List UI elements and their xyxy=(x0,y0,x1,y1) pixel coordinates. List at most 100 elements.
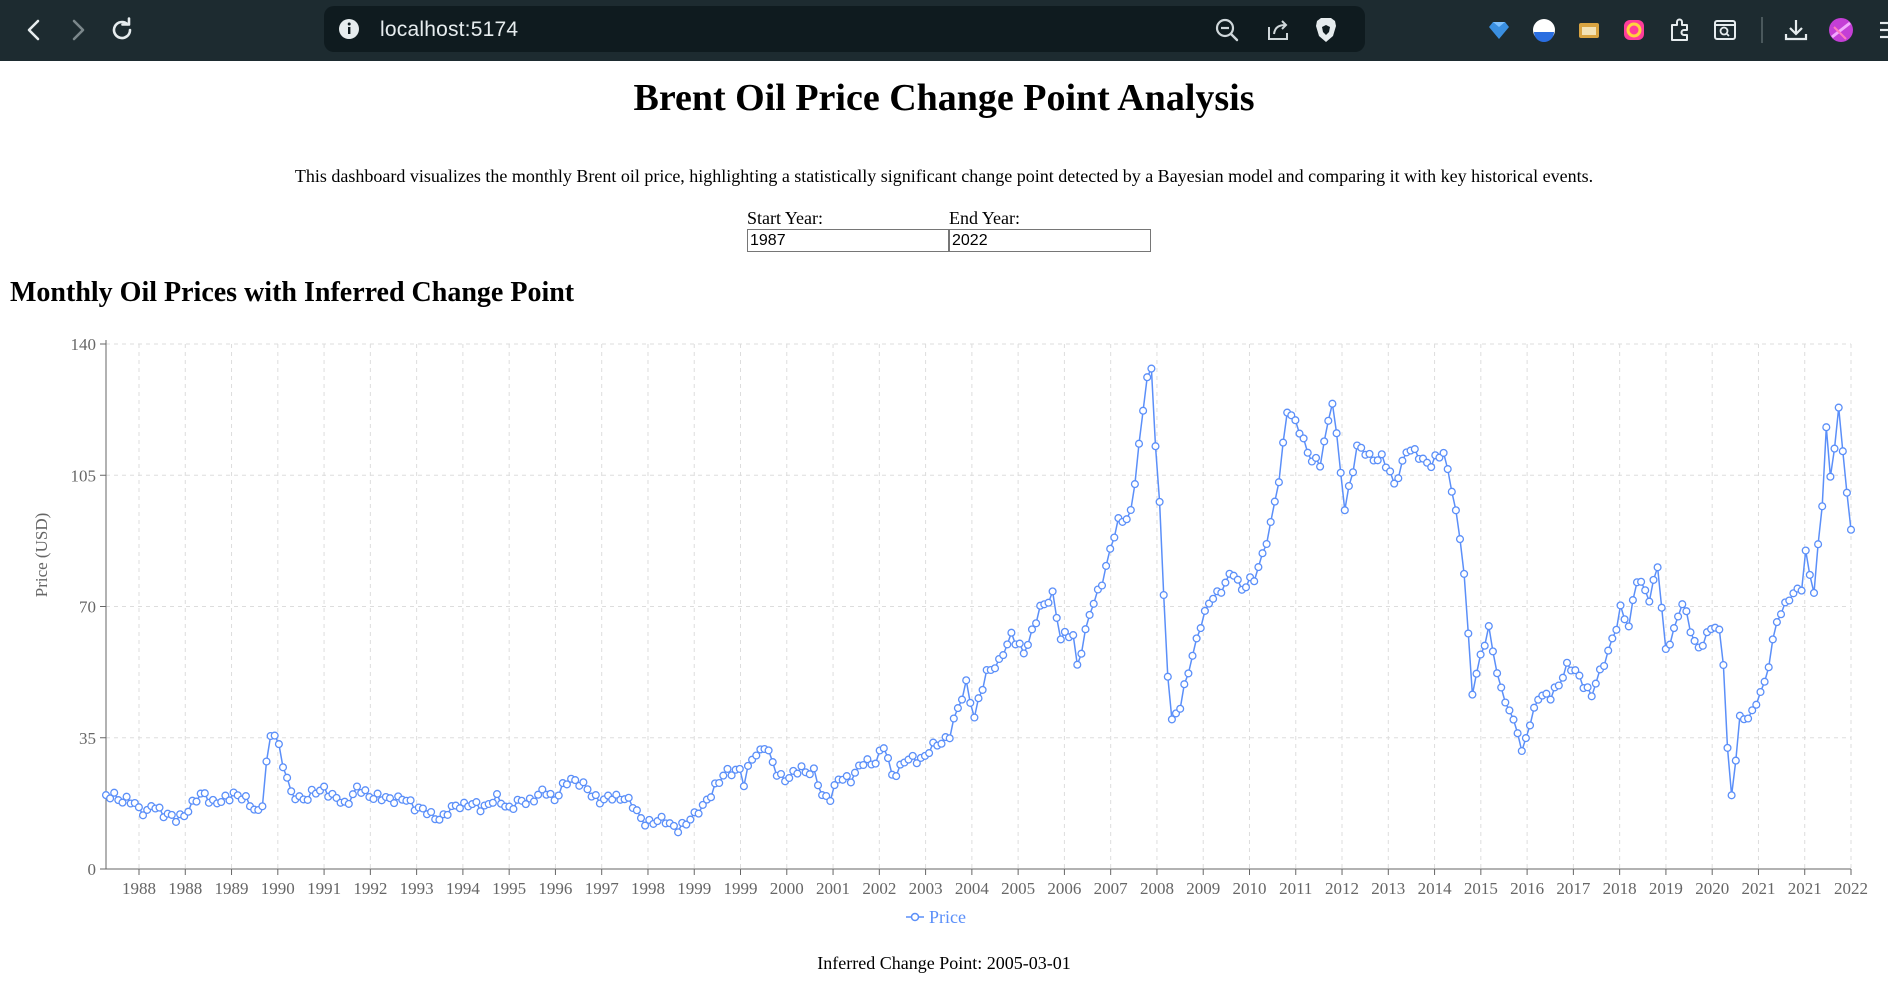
price-point xyxy=(270,731,279,740)
price-point xyxy=(1386,467,1395,476)
x-tick-label: 2002 xyxy=(862,879,896,898)
price-point xyxy=(1814,540,1823,549)
price-point xyxy=(1665,640,1674,649)
price-point xyxy=(698,800,707,809)
price-point xyxy=(1525,721,1535,730)
price-point xyxy=(1830,444,1839,453)
start-year-input[interactable] xyxy=(747,229,949,252)
y-tick-label: 105 xyxy=(71,466,97,485)
end-year-input[interactable] xyxy=(949,229,1151,252)
price-point xyxy=(1562,658,1572,667)
price-point xyxy=(846,778,855,787)
x-tick-label: 2012 xyxy=(1325,879,1359,898)
price-point xyxy=(320,782,329,791)
price-point xyxy=(155,803,164,812)
price-point xyxy=(1209,594,1218,603)
share-icon xyxy=(1268,20,1288,40)
extensions-button[interactable] xyxy=(1666,16,1694,44)
price-point xyxy=(1274,478,1283,487)
price-point xyxy=(435,815,444,824)
price-point xyxy=(1698,641,1707,650)
y-axis-label: Price (USD) xyxy=(32,513,51,598)
price-point xyxy=(1542,689,1551,698)
back-icon xyxy=(27,19,40,41)
price-point xyxy=(1797,586,1806,595)
end-year-group: End Year: xyxy=(949,208,1151,252)
price-point xyxy=(945,734,954,743)
price-point xyxy=(949,714,958,723)
price-point xyxy=(455,804,464,813)
price-point xyxy=(369,794,378,804)
price-point xyxy=(1073,660,1082,669)
price-point xyxy=(1768,635,1777,644)
price-point xyxy=(1484,622,1493,631)
extension-gem[interactable] xyxy=(1485,16,1513,44)
price-point xyxy=(1501,698,1510,707)
price-point xyxy=(686,815,695,824)
url-text[interactable]: localhost:5174 xyxy=(380,18,519,41)
price-point xyxy=(1600,661,1609,671)
price-point xyxy=(826,796,835,806)
price-point xyxy=(1513,729,1522,738)
price-point xyxy=(1731,756,1740,765)
menu-button[interactable] xyxy=(1872,16,1888,44)
price-point xyxy=(1628,596,1637,605)
share-button[interactable] xyxy=(1265,17,1291,43)
price-point xyxy=(1785,596,1794,605)
price-point xyxy=(1809,588,1819,597)
legend-label: Price xyxy=(929,907,966,927)
price-point xyxy=(1715,625,1724,634)
x-tick-label: 2011 xyxy=(1279,879,1312,898)
x-tick-label: 2003 xyxy=(909,879,943,898)
price-point xyxy=(1558,673,1567,682)
extension-ring[interactable] xyxy=(1620,16,1648,44)
x-tick-label: 1999 xyxy=(724,879,758,898)
address-bar[interactable]: localhost:5174 xyxy=(324,6,1365,52)
profile-button[interactable] xyxy=(1827,16,1855,44)
extension-circle[interactable] xyxy=(1530,16,1558,44)
price-point xyxy=(1468,690,1477,699)
price-point xyxy=(167,810,176,819)
extension-ring-icon xyxy=(1624,20,1644,40)
x-tick-label: 2010 xyxy=(1232,879,1266,898)
price-point xyxy=(1019,649,1028,658)
price-point xyxy=(1217,588,1226,597)
site-info-button[interactable] xyxy=(338,18,360,40)
zoom-button[interactable] xyxy=(1214,17,1240,43)
price-point xyxy=(1723,743,1732,752)
price-point xyxy=(859,760,868,770)
forward-button[interactable] xyxy=(60,12,96,48)
price-point xyxy=(1818,502,1827,511)
extensions-puzzle-icon xyxy=(1671,18,1688,41)
price-point xyxy=(1077,649,1086,658)
price-point xyxy=(1023,640,1032,649)
price-point xyxy=(1048,587,1057,596)
price-point xyxy=(1521,734,1530,743)
price-point xyxy=(134,803,143,812)
price-point xyxy=(1291,416,1300,425)
chart-legend[interactable]: Price xyxy=(906,907,966,927)
price-point xyxy=(1097,581,1107,590)
brave-shields-button[interactable] xyxy=(1313,17,1339,43)
price-point xyxy=(1637,577,1646,586)
extension-folder[interactable] xyxy=(1575,16,1603,44)
tab-search-button[interactable] xyxy=(1711,16,1739,44)
downloads-button[interactable] xyxy=(1782,16,1810,44)
x-tick-label: 2014 xyxy=(1418,879,1453,898)
price-point xyxy=(752,751,761,760)
price-chart[interactable]: 0 35 70 105 140 1988 1988 1989 1990 1991 1992 1993 1… xyxy=(0,330,1888,940)
price-point xyxy=(1311,453,1321,462)
price-point xyxy=(1517,746,1526,756)
back-button[interactable] xyxy=(16,12,52,48)
price-point xyxy=(822,791,831,801)
reload-button[interactable] xyxy=(104,12,140,48)
menu-icon xyxy=(1880,21,1888,39)
price-point xyxy=(925,749,934,758)
x-tick-label: 1988 xyxy=(168,879,202,898)
start-year-label: Start Year: xyxy=(747,208,823,228)
x-tick-label: 2009 xyxy=(1186,879,1220,898)
price-point xyxy=(785,773,794,783)
price-point xyxy=(797,762,806,771)
price-point xyxy=(1805,570,1814,579)
price-point xyxy=(1155,497,1164,506)
